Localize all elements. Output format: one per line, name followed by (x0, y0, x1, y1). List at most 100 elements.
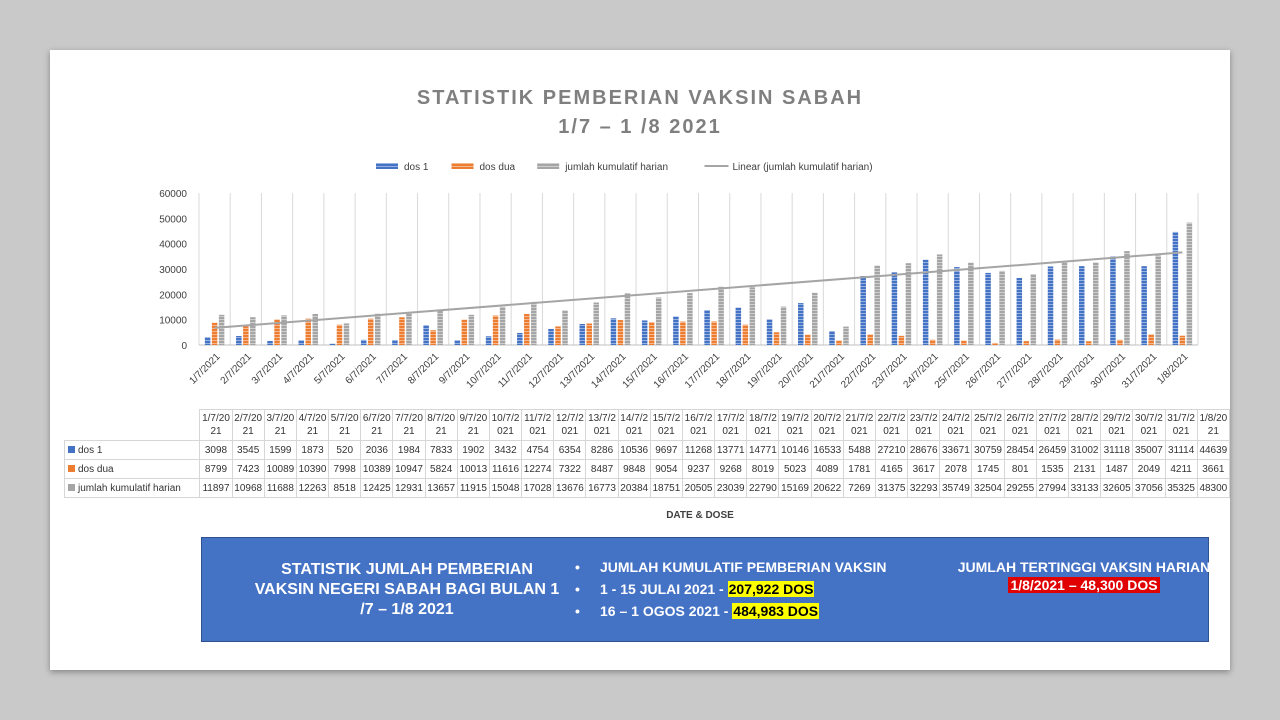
bar-dos-dua (524, 313, 530, 345)
table-header-row: 1/7/2021 2/7/2021 3/7/2021 4/7/2021 5/7/2021… (65, 409, 1231, 441)
series-name: jumlah kumulatif harian (78, 482, 181, 494)
table-header-cell: 19/7/2021 (778, 409, 812, 441)
table-cell: 31375 (874, 478, 909, 498)
table-cell: 32605 (1100, 478, 1134, 498)
table-cell: 1781 (842, 459, 876, 479)
bar-dos-1 (1172, 231, 1179, 345)
table-cell: 7998 (328, 459, 362, 479)
table-header-cell: 20/7/2021 (810, 409, 844, 441)
bar-dos-1 (704, 310, 710, 345)
bar-jumlah-kumulatif-harian (374, 313, 381, 345)
bar-jumlah-kumulatif-harian (312, 313, 319, 345)
table-row-label: dos dua (63, 459, 201, 479)
bar-dos-dua (929, 339, 936, 345)
table-cell: 801 (1003, 459, 1037, 479)
table-row: jumlah kumulatif harian 11897 10968 11688 12… (63, 478, 1231, 498)
table-cell: 10013 (456, 459, 490, 479)
legend-label: jumlah kumulatif harian (564, 162, 668, 173)
table-header-cell: 28/7/2021 (1067, 409, 1102, 441)
bar-dos-dua (274, 319, 280, 345)
table-cell: 11688 (263, 478, 297, 498)
table-cell: 520 (328, 440, 362, 460)
table-header-cell: 23/7/2021 (907, 409, 941, 441)
table-cell: 16533 (810, 440, 844, 460)
legend-key (376, 163, 398, 169)
table-cell: 37056 (1132, 478, 1166, 498)
table-cell: 7423 (231, 459, 265, 479)
bar-dos-1 (517, 332, 523, 345)
bar-jumlah-kumulatif-harian (968, 262, 974, 345)
bar-jumlah-kumulatif-harian (499, 306, 506, 345)
table-cell: 2078 (939, 459, 973, 479)
table-cell: 9268 (714, 459, 748, 479)
table-cell: 20384 (617, 478, 651, 498)
legend-key-icon (68, 465, 75, 473)
summary-title: STATISTIK JUMLAH PEMBERIAN VAKSIN NEGERI… (254, 561, 560, 618)
bar-dos-1 (735, 307, 742, 345)
bar-jumlah-kumulatif-harian (1155, 255, 1161, 345)
table-cell: 3617 (907, 459, 941, 479)
table-cell: 48300 (1196, 478, 1231, 498)
table-cell: 5824 (424, 459, 458, 479)
table-header-cell: 24/7/2021 (939, 409, 973, 441)
x-tick-label: 5/7/2021 (312, 351, 348, 387)
table-cell: 6354 (553, 440, 587, 460)
bar-jumlah-kumulatif-harian (655, 297, 662, 345)
table-cell: 3661 (1196, 459, 1231, 479)
bar-jumlah-kumulatif-harian (718, 286, 724, 345)
table-cell: 7269 (842, 478, 876, 498)
table-cell: 20505 (681, 478, 716, 498)
bar-dos-1 (766, 319, 773, 345)
table-cell: 4754 (521, 440, 555, 460)
bar-jumlah-kumulatif-harian (1124, 251, 1130, 345)
table-cell: 2049 (1132, 459, 1166, 479)
table-cell: 15169 (778, 478, 812, 498)
bar-dos-dua (1023, 341, 1030, 345)
table-header-cell: 2/7/2021 (231, 409, 265, 441)
bullet-icon: • (575, 559, 580, 575)
bar-jumlah-kumulatif-harian (562, 310, 568, 345)
table-cell: 27994 (1035, 478, 1070, 498)
table-header-cell: 31/7/2021 (1164, 409, 1198, 441)
table-cell: 8518 (328, 478, 362, 498)
table-cell: 29255 (1003, 478, 1037, 498)
bar-dos-dua (305, 318, 312, 345)
table-cell: 2131 (1067, 459, 1102, 479)
table-cell: 33671 (939, 440, 973, 460)
bar-dos-dua (773, 332, 780, 345)
bar-dos-dua (461, 319, 468, 345)
bar-dos-dua (898, 335, 905, 345)
table-cell: 10146 (778, 440, 812, 460)
bar-dos-dua (1054, 339, 1061, 345)
bar-dos-1 (891, 272, 898, 345)
legend-key-icon (68, 484, 75, 492)
table-cell: 8487 (585, 459, 619, 479)
table-cell: 28676 (907, 440, 941, 460)
y-tick-label: 0 (181, 341, 187, 352)
series-name: dos dua (78, 463, 114, 475)
table-header-cell: 13/7/2021 (585, 409, 619, 441)
table-cell: 15048 (488, 478, 523, 498)
table-cell: 1984 (392, 440, 426, 460)
table-cell: 11616 (488, 459, 523, 479)
table-cell: 8799 (199, 459, 233, 479)
table-cell: 1902 (456, 440, 490, 460)
bar-dos-dua (648, 322, 655, 345)
bar-dos-1 (985, 272, 991, 345)
bar-dos-1 (954, 267, 960, 345)
bar-dos-1 (360, 339, 367, 345)
table-header-cell: 16/7/2021 (681, 409, 716, 441)
bar-jumlah-kumulatif-harian (936, 254, 943, 345)
table-cell: 5488 (842, 440, 876, 460)
chart-title: STATISTIK PEMBERIAN VAKSIN SABAH (416, 87, 864, 109)
bar-jumlah-kumulatif-harian (1186, 222, 1193, 345)
bar-dos-dua (992, 342, 998, 345)
y-tick-label: 20000 (159, 290, 187, 301)
bar-jumlah-kumulatif-harian (218, 314, 225, 345)
table-header-cell: 5/7/2021 (328, 409, 362, 441)
table-cell: 4211 (1164, 459, 1198, 479)
summary-heading-item: • JUMLAH KUMULATIF PEMBERIAN VAKSIN (572, 558, 952, 580)
table-header-cell: 29/7/2021 (1100, 409, 1134, 441)
table-header-cell: 21/7/2021 (842, 409, 876, 441)
bar-dos-dua (555, 326, 561, 345)
